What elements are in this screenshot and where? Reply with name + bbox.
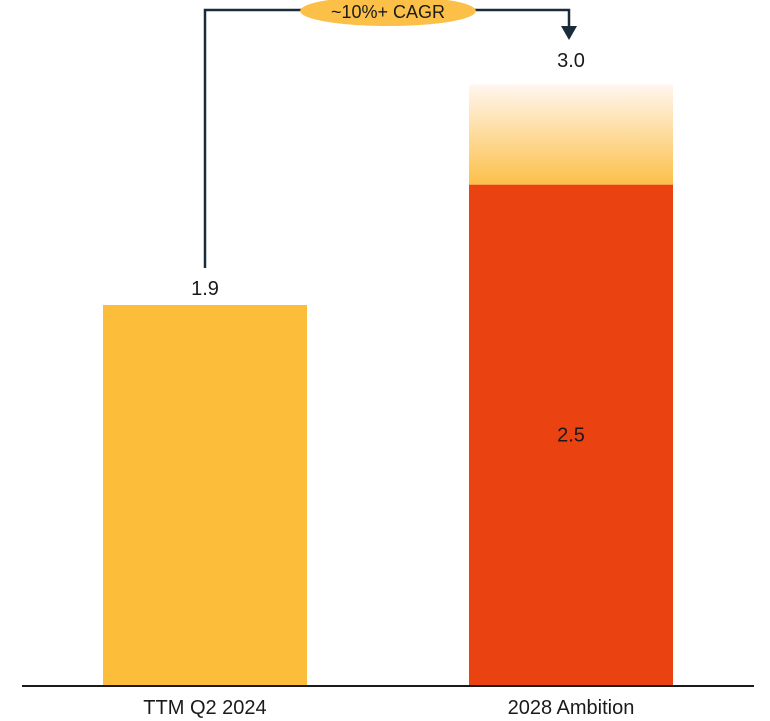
arrowhead-icon (561, 26, 577, 40)
x-tick-label-ambition: 2028 Ambition (508, 697, 635, 719)
cagr-annotation-badge (300, 0, 476, 26)
x-tick-label-ttm: TTM Q2 2024 (143, 697, 266, 719)
bar-ttm-q2-2024 (103, 305, 307, 686)
data-label-ambition: 2.5 (557, 424, 585, 446)
data-label-ttm: 1.9 (191, 278, 219, 300)
bar-2028-ambition (469, 184, 673, 686)
cagr-annotation-label: ~10%+ CAGR (331, 2, 445, 22)
data-label-stretch: 3.0 (557, 50, 585, 72)
stretch-bar-segment (469, 84, 673, 185)
